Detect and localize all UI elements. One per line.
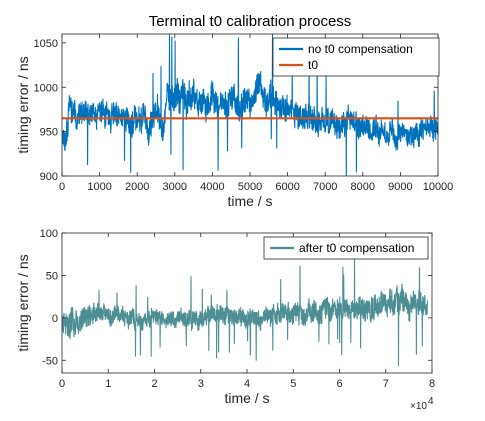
legend-entry-label: after t0 compensation <box>299 241 414 255</box>
x-tick-label: 8000 <box>351 181 375 193</box>
legend: no t0 compensation t0 <box>272 37 440 77</box>
y-axis-label: timing error / ns <box>15 56 31 153</box>
x-axis-multiplier-exponent: 4 <box>428 396 434 407</box>
x-tick-label: 0 <box>59 181 65 193</box>
legend-entry-label: no t0 compensation <box>308 42 413 56</box>
y-tick-label: 0 <box>52 313 58 325</box>
y-tick-label: 950 <box>40 127 58 139</box>
y-tick-label: -50 <box>42 355 58 367</box>
x-axis-label: time / s <box>227 193 272 209</box>
x-tick-label: 7 <box>383 378 389 390</box>
y-tick-label: 900 <box>40 171 58 183</box>
legend-box <box>263 236 429 260</box>
x-tick-label: 7000 <box>313 181 337 193</box>
y-tick-label: 100 <box>40 228 58 240</box>
x-axis-label: time / s <box>224 390 269 406</box>
chart-title: Terminal t0 calibration process <box>149 13 352 30</box>
x-tick-label: 9000 <box>388 181 412 193</box>
top-chart-panel: 0 1000 2000 3000 4000 5000 6000 7000 8000 9000 100… <box>15 13 453 209</box>
data-layer <box>62 34 438 176</box>
x-tick-label: 8 <box>429 378 435 390</box>
x-tick-label: 1 <box>105 378 111 390</box>
y-tick-label: 1050 <box>34 38 58 50</box>
x-tick-label: 4000 <box>200 181 224 193</box>
y-tick-label: 50 <box>46 270 58 282</box>
x-tick-label: 1000 <box>87 181 111 193</box>
legend: after t0 compensation <box>263 236 429 260</box>
x-tick-label: 6000 <box>275 181 299 193</box>
x-tick-label: 5 <box>290 378 296 390</box>
x-tick-label: 3 <box>198 378 204 390</box>
legend-entry-label: t0 <box>308 58 318 72</box>
series-line-no-t0-compensation <box>62 34 438 176</box>
x-tick-label: 6 <box>336 378 342 390</box>
data-layer <box>62 258 428 367</box>
y-tick-label: 1000 <box>34 82 58 94</box>
x-tick-label: 0 <box>59 378 65 390</box>
legend-box <box>272 37 440 77</box>
x-tick-label: 5000 <box>238 181 262 193</box>
x-axis-multiplier: ×10 <box>410 401 427 412</box>
x-tick-label: 2 <box>151 378 157 390</box>
x-tick-label: 2000 <box>125 181 149 193</box>
x-tick-label: 4 <box>244 378 250 390</box>
y-axis-label: timing error / ns <box>15 254 31 351</box>
x-tick-label: 10000 <box>423 181 454 193</box>
x-tick-label: 3000 <box>163 181 187 193</box>
series-line-after-t0-compensation <box>62 258 428 367</box>
